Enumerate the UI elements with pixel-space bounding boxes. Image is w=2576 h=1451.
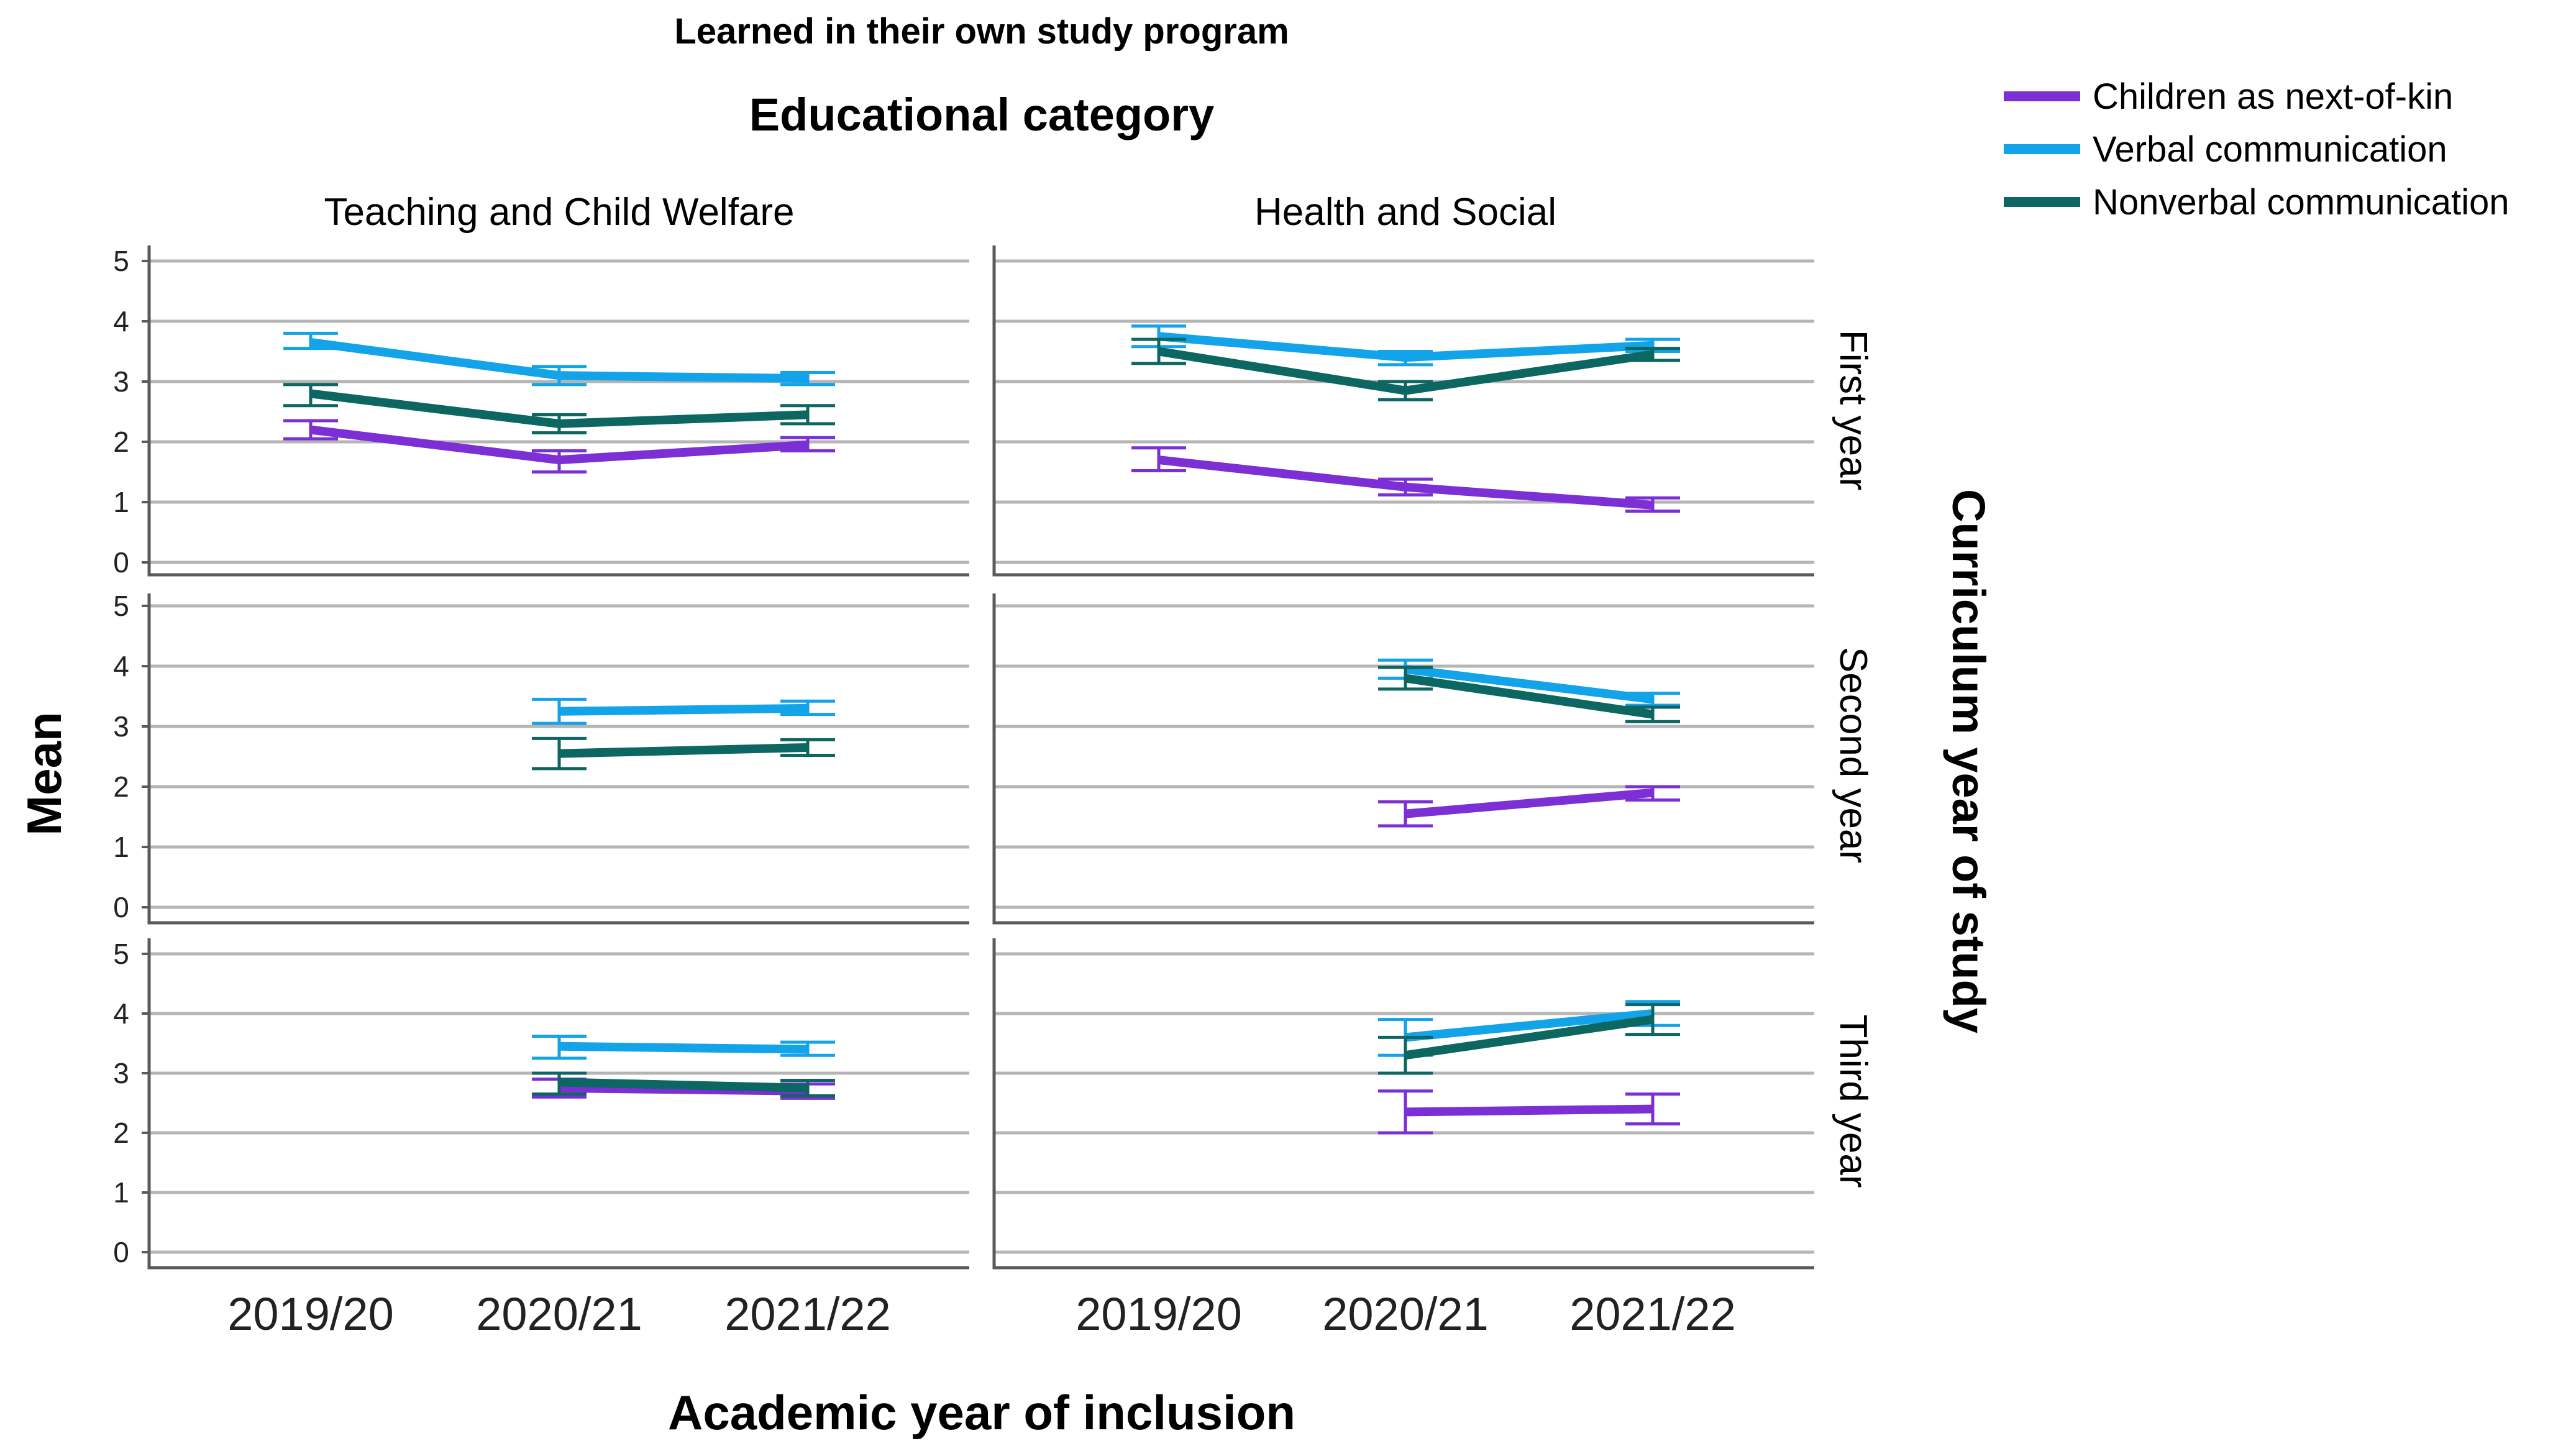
- x-tick-label: 2021/22: [1569, 1288, 1736, 1340]
- y-tick-label: 2: [113, 1117, 129, 1149]
- series-line-children: [310, 425, 808, 465]
- legend-label-nonverbal: Nonverbal communication: [2093, 182, 2510, 222]
- y-tick-label: 5: [113, 245, 129, 277]
- series-line-children: [1405, 1104, 1653, 1117]
- series-line-verbal: [1158, 332, 1653, 362]
- facet-title: Educational category: [749, 89, 1214, 140]
- legend-label-verbal: Verbal communication: [2093, 129, 2447, 170]
- y-tick-label: 1: [113, 1176, 129, 1209]
- y-tick-label: 3: [113, 710, 129, 743]
- row-label-third-year: Third year: [1832, 1014, 1875, 1188]
- y-tick-label: 5: [113, 938, 129, 970]
- series-line-children: [1158, 455, 1653, 510]
- x-tick-label: 2019/20: [227, 1288, 394, 1340]
- y-tick-label: 2: [113, 426, 129, 458]
- panel-axis: [147, 938, 969, 1270]
- x-axis-title: Academic year of inclusion: [668, 1385, 1295, 1440]
- y-tick-label: 2: [113, 771, 129, 803]
- column-label-teaching: Teaching and Child Welfare: [324, 191, 794, 234]
- y-tick-label: 5: [113, 590, 129, 622]
- panels-layer: 2019/20 2019/20 2020/21 2020/21 2021/22 2021/…: [113, 245, 1814, 1340]
- y-tick-label: 4: [113, 650, 129, 682]
- series-line-nonverbal: [559, 1078, 808, 1092]
- series-line-nonverbal: [310, 389, 808, 428]
- legend: Children as next-of-kin Verbal communica…: [2004, 76, 2510, 222]
- row-label-second-year: Second year: [1832, 647, 1875, 863]
- y-tick-label: 0: [113, 891, 129, 923]
- y-tick-label: 0: [113, 1236, 129, 1268]
- series-line-verbal: [559, 1041, 808, 1054]
- x-tick-label: 2019/20: [1076, 1288, 1242, 1340]
- legend-label-children: Children as next-of-kin: [2093, 76, 2453, 117]
- series-line-verbal: [1405, 664, 1653, 704]
- y-tick-label: 1: [113, 831, 129, 863]
- y-tick-label: 0: [113, 546, 129, 579]
- row-title: Curriculum year of study: [1943, 489, 1994, 1033]
- y-tick-label: 3: [113, 1057, 129, 1089]
- panel-axis: [992, 938, 1814, 1270]
- series-line-verbal: [559, 703, 808, 716]
- row-label-first-year: First year: [1832, 330, 1875, 490]
- series-line-nonverbal: [559, 743, 808, 758]
- x-tick-label: 2020/21: [1322, 1288, 1489, 1340]
- y-tick-label: 1: [113, 486, 129, 518]
- y-tick-label: 4: [113, 997, 129, 1030]
- series-line-nonverbal: [1404, 1015, 1654, 1060]
- series-line-children: [1405, 788, 1653, 818]
- panel-axis: [147, 245, 969, 577]
- chart-title: Learned in their own study program: [674, 11, 1289, 52]
- column-label-health: Health and Social: [1254, 191, 1556, 234]
- panel-axis: [147, 593, 969, 925]
- panel-axis: [992, 593, 1814, 925]
- panel-axis: [992, 245, 1814, 577]
- y-axis-title: Mean: [17, 712, 71, 835]
- y-tick-label: 4: [113, 305, 129, 337]
- series-line-nonverbal: [1404, 674, 1654, 719]
- x-tick-label: 2020/21: [476, 1288, 642, 1340]
- series-line-verbal: [1405, 1009, 1653, 1042]
- x-tick-label: 2021/22: [724, 1288, 891, 1340]
- series-line-verbal: [310, 338, 808, 383]
- series-line-nonverbal: [1158, 347, 1654, 395]
- y-tick-label: 3: [113, 365, 129, 398]
